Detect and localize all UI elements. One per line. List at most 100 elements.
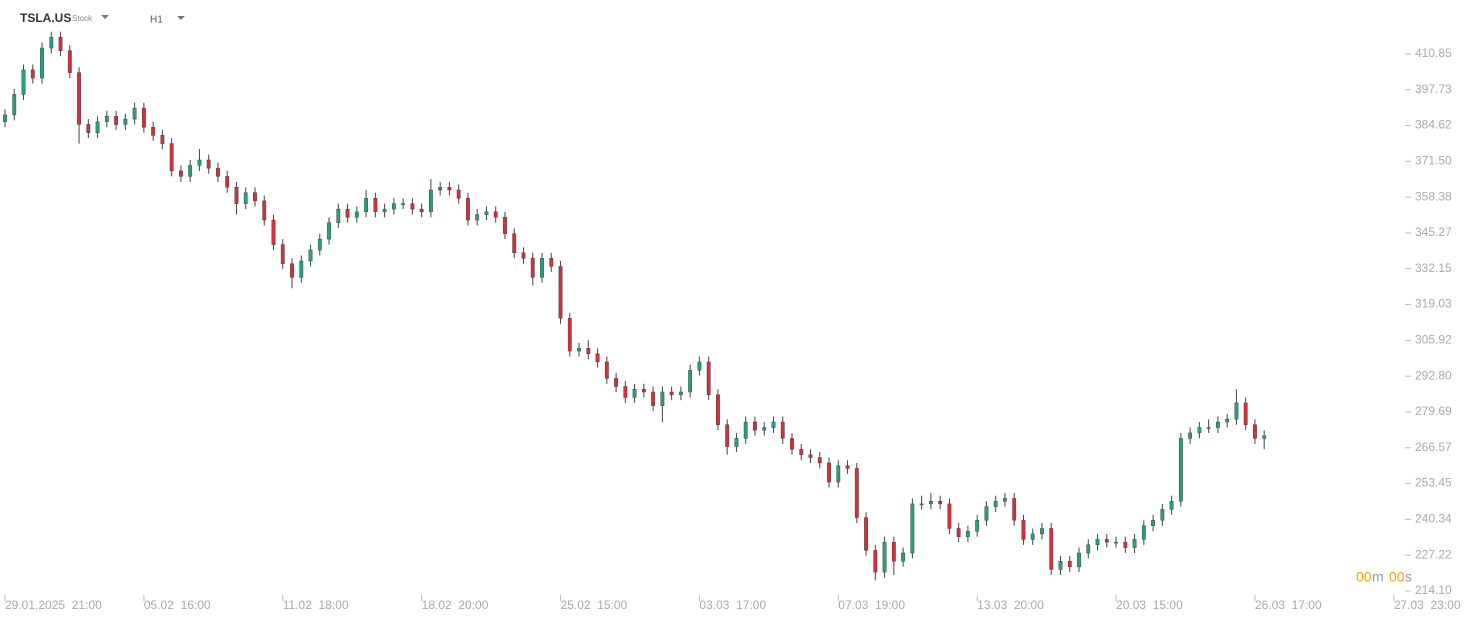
countdown-unit: m xyxy=(1372,569,1384,585)
candle-body xyxy=(188,165,193,177)
candle-body xyxy=(1132,539,1137,548)
candle-body xyxy=(336,208,341,223)
candle-body xyxy=(327,222,331,240)
candle-body xyxy=(614,378,618,387)
candle-body xyxy=(651,391,656,406)
candle-body xyxy=(382,208,387,213)
candle-body xyxy=(595,353,600,363)
y-tick-label: 240.34 xyxy=(1415,512,1452,526)
candle-body xyxy=(280,244,285,264)
candle-body xyxy=(919,503,924,506)
candle-body xyxy=(475,214,480,221)
candle-body xyxy=(540,258,544,278)
candle-body xyxy=(549,258,554,267)
candle-body xyxy=(632,389,637,398)
candle-body xyxy=(234,187,239,204)
candle-body xyxy=(123,118,128,125)
x-tick-label: 07.03 19:00 xyxy=(838,598,905,612)
candle-body xyxy=(1141,525,1146,540)
y-tick-label: 253.45 xyxy=(1415,476,1452,490)
candle-body xyxy=(725,424,730,447)
candle-body xyxy=(901,552,906,562)
candle-body xyxy=(216,167,220,177)
y-tick-label: 279.69 xyxy=(1415,404,1452,418)
candle-body xyxy=(1169,500,1174,510)
candle-body xyxy=(410,203,415,210)
candle-body xyxy=(345,208,350,218)
candle-body xyxy=(86,124,91,133)
candle-body xyxy=(808,454,813,458)
candle-body xyxy=(1215,421,1220,428)
candle-body xyxy=(1188,432,1193,439)
candle-body xyxy=(373,197,378,213)
candle-body xyxy=(799,449,804,455)
countdown: 00 m 00 s xyxy=(1356,569,1412,585)
candle-body xyxy=(790,438,794,450)
y-tick-label: 384.62 xyxy=(1415,118,1452,132)
candle-body xyxy=(40,47,44,79)
timeframe-dropdown[interactable] xyxy=(177,16,185,20)
x-tick-label: 03.03 17:00 xyxy=(699,598,766,612)
candle-body xyxy=(1067,561,1072,567)
candle-body xyxy=(1234,402,1239,420)
candle-body xyxy=(845,465,850,469)
candle-body xyxy=(1058,561,1063,570)
countdown-seconds: 00 xyxy=(1389,569,1405,585)
candle-body xyxy=(716,394,720,425)
candle-body xyxy=(290,263,294,278)
countdown-unit: s xyxy=(1405,569,1412,585)
y-tick-label: 345.27 xyxy=(1415,225,1452,239)
x-tick-label: 26.03 17:00 xyxy=(1255,598,1322,612)
candle-body xyxy=(1160,509,1165,521)
candle-body xyxy=(1095,539,1100,546)
y-tick-label: 332.15 xyxy=(1415,261,1452,275)
candle-body xyxy=(928,500,933,505)
candle-body xyxy=(882,541,887,573)
candle-body xyxy=(484,211,489,215)
candle-body xyxy=(734,438,739,447)
y-tick-label: 305.92 xyxy=(1415,333,1452,347)
candle-body xyxy=(160,135,165,144)
y-tick-label: 214.10 xyxy=(1415,583,1452,597)
candle-body xyxy=(1253,424,1257,439)
symbol-dropdown[interactable] xyxy=(101,15,109,19)
candle-body xyxy=(623,386,628,398)
candle-body xyxy=(780,421,785,439)
candle-body xyxy=(697,361,702,371)
candle-body xyxy=(58,36,63,51)
candle-body xyxy=(419,208,424,213)
candle-body xyxy=(12,94,17,116)
candle-body xyxy=(67,50,72,73)
candle-body xyxy=(993,500,998,507)
y-tick-label: 358.38 xyxy=(1415,189,1452,203)
candle-body xyxy=(132,107,137,120)
candle-body xyxy=(429,189,433,213)
candle-body xyxy=(558,266,563,319)
candle-body xyxy=(308,249,313,262)
candle-body xyxy=(49,36,54,49)
candle-body xyxy=(743,421,748,439)
candle-body xyxy=(577,348,581,352)
candle-body xyxy=(456,189,461,199)
candle-body xyxy=(956,528,961,537)
symbol[interactable]: TSLA.US xyxy=(20,11,71,25)
y-tick-label: 371.50 xyxy=(1415,154,1452,168)
candle-body xyxy=(678,391,683,395)
timeframe[interactable]: H1 xyxy=(150,15,163,26)
candle-body xyxy=(364,197,368,213)
candle-body xyxy=(243,192,248,204)
candle-body xyxy=(1197,427,1202,434)
candle-body xyxy=(466,197,470,221)
candle-body xyxy=(179,170,183,177)
candle-body xyxy=(1151,520,1155,526)
candle-body xyxy=(873,550,878,573)
candle-body xyxy=(77,72,81,125)
y-tick-label: 410.85 xyxy=(1415,46,1452,60)
x-tick-label: 18.02 20:00 xyxy=(422,598,489,612)
y-tick-label: 397.73 xyxy=(1415,82,1452,96)
candle-body xyxy=(521,252,526,259)
y-tick-label: 266.57 xyxy=(1415,440,1452,454)
x-tick-label: 05.02 16:00 xyxy=(144,598,211,612)
candle-body xyxy=(225,176,230,188)
candle-body xyxy=(206,159,211,169)
